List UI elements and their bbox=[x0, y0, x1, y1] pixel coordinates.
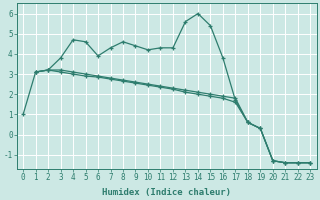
X-axis label: Humidex (Indice chaleur): Humidex (Indice chaleur) bbox=[102, 188, 231, 197]
